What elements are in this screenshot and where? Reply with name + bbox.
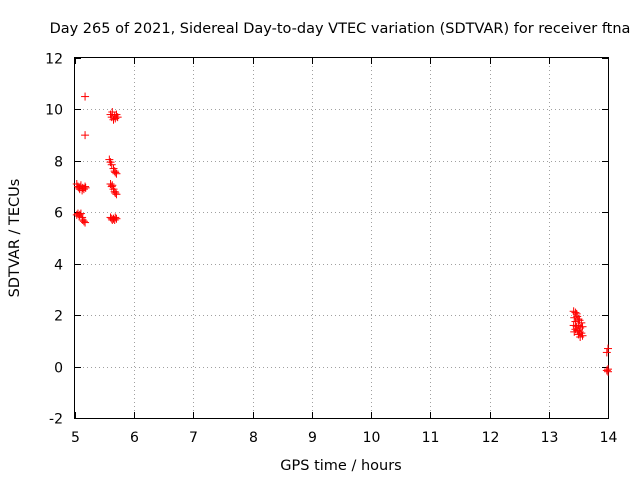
axis-ticks: 5 6 7 8 9 10 11 12 13 14 -2 0 2 4 6 8 10 12 [45, 52, 617, 447]
data-point [109, 115, 118, 124]
data-point [111, 189, 120, 197]
x-tick-label: 13 [541, 430, 559, 446]
y-tick-label: 12 [45, 52, 63, 68]
data-point [576, 333, 585, 341]
data-point [578, 322, 587, 331]
data-point [112, 190, 121, 199]
data-point [81, 92, 90, 101]
plot-frame [74, 57, 609, 419]
y-tick-label: -2 [49, 412, 63, 428]
x-tick-label: 6 [130, 430, 139, 446]
y-tick-label: 2 [54, 309, 63, 325]
x-axis-label: GPS time / hours [280, 458, 401, 474]
x-tick-label: 14 [600, 430, 618, 446]
x-tick-label: 7 [189, 430, 198, 446]
data-point [81, 218, 90, 227]
chart-title: Day 265 of 2021, Sidereal Day-to-day VTE… [50, 21, 631, 37]
data-point [76, 209, 85, 218]
data-point [108, 181, 117, 190]
data-point [112, 169, 121, 178]
y-tick-label: 6 [54, 206, 63, 222]
x-tick-label: 5 [71, 430, 80, 446]
data-point [112, 214, 121, 223]
y-axis-label: SDTVAR / TECUs [7, 179, 23, 298]
x-tick-label: 8 [249, 430, 258, 446]
y-tick-label: 10 [45, 103, 63, 119]
data-point [107, 160, 116, 169]
x-tick-label: 10 [363, 430, 381, 446]
data-points [72, 92, 612, 376]
grid [75, 58, 608, 418]
y-tick-label: 0 [54, 361, 63, 377]
data-point [602, 348, 611, 357]
data-point [570, 327, 579, 336]
data-point [111, 168, 120, 177]
data-point [81, 183, 90, 192]
data-point [81, 182, 90, 191]
data-point [113, 113, 122, 122]
data-point [604, 344, 612, 353]
x-tick-label: 9 [308, 430, 317, 446]
x-tick-label: 12 [482, 430, 500, 446]
data-point [81, 131, 90, 140]
x-tick-label: 11 [422, 430, 440, 446]
data-point [79, 217, 88, 226]
data-point [602, 366, 611, 375]
data-point [111, 213, 120, 222]
y-tick-label: 8 [54, 155, 63, 171]
data-point [571, 308, 580, 317]
y-tick-label: 4 [54, 258, 63, 274]
data-point [604, 367, 612, 376]
